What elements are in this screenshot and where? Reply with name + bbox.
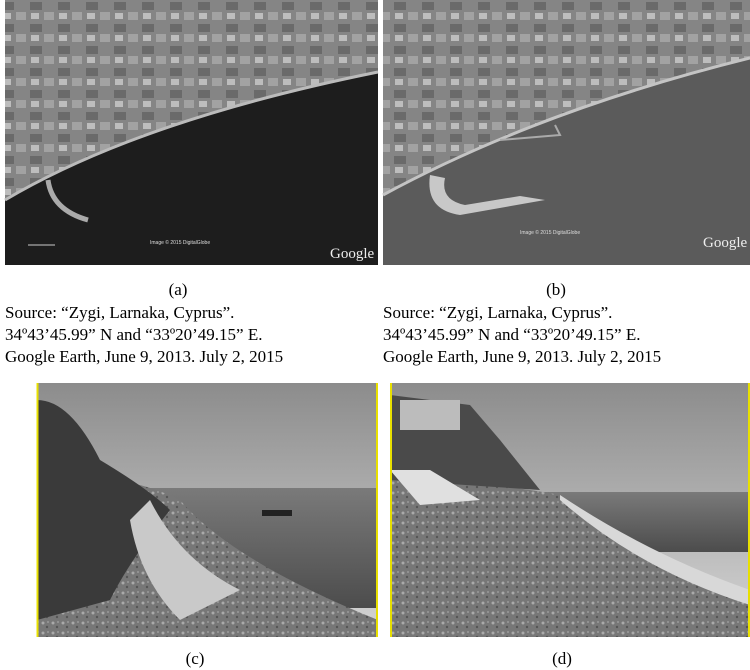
source-line: Source: “Zygi, Larnaka, Cyprus”. — [383, 303, 612, 322]
panel-label: (c) — [186, 649, 205, 668]
photo-d — [390, 383, 750, 637]
watermark: Image © 2015 DigitalGlobe — [520, 229, 580, 236]
panel-label: (d) — [552, 649, 572, 668]
watermark: Image © 2015 DigitalGlobe — [150, 239, 210, 246]
logo: Google — [703, 235, 748, 251]
source-line: Source: “Zygi, Larnaka, Cyprus”. — [5, 303, 234, 322]
source-line: Google Earth, June 9, 2013. July 2, 2015 — [5, 347, 283, 366]
figure: Image © 2015 DigitalGlobe Google (a) Sou… — [0, 0, 750, 670]
panel-label: (a) — [169, 280, 188, 299]
panel-label: (b) — [546, 280, 566, 299]
satellite-image-b: Image © 2015 DigitalGlobe Google — [383, 0, 750, 265]
source-line: 34º43’45.99” N and “33º20’49.15” E. — [5, 325, 262, 344]
logo: Google — [330, 246, 375, 262]
source-line: 34º43’45.99” N and “33º20’49.15” E. — [383, 325, 640, 344]
satellite-image-a: Image © 2015 DigitalGlobe Google — [5, 0, 378, 265]
photo-c — [37, 383, 378, 637]
source-line: Google Earth, June 9, 2013. July 2, 2015 — [383, 347, 661, 366]
